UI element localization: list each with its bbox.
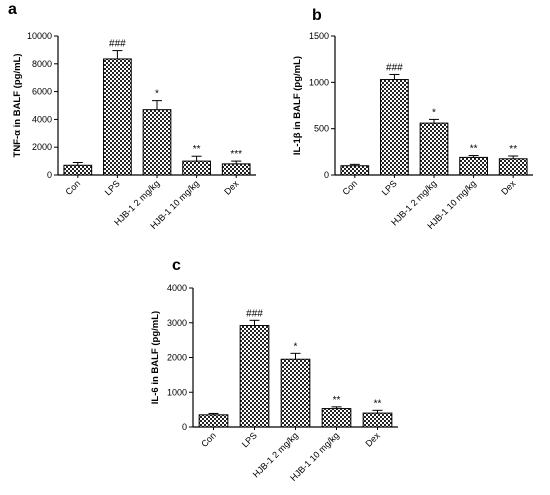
significance-label: **: [470, 144, 478, 155]
y-tick-label: 1500: [309, 31, 329, 41]
y-tick-label: 0: [182, 422, 187, 432]
significance-label: *: [432, 107, 436, 118]
y-tick-label: 2000: [167, 353, 187, 363]
y-tick-label: 0: [324, 170, 329, 180]
y-tick-label: 1000: [309, 77, 329, 87]
y-axis-label: TNF-α in BALF (pg/mL): [12, 54, 23, 158]
y-axis-label: IL-6 in BALF (pg/mL): [150, 311, 161, 404]
y-axis-label: IL-1β in BALF (pg/mL): [292, 56, 303, 155]
y-tick-label: 4000: [32, 114, 52, 124]
bar: [103, 58, 132, 176]
category-label: Dex: [222, 178, 241, 197]
bar: [142, 109, 172, 176]
bar: [280, 358, 311, 428]
bar: [182, 160, 211, 176]
y-tick-label: 8000: [32, 59, 52, 69]
category-label: LPS: [380, 178, 399, 197]
y-tick-label: 500: [314, 124, 329, 134]
significance-label: ***: [230, 149, 242, 160]
category-label: Con: [63, 178, 82, 197]
panel-letter-a: a: [8, 1, 17, 18]
chart-panel-a: a 0 2000 4000 6000 8000 10000 TNF-α in BALF (pg…: [8, 1, 256, 231]
y-tick-label: 4000: [167, 283, 187, 293]
significance-label: *: [155, 89, 159, 100]
bar: [221, 163, 251, 176]
significance-label: ###: [246, 308, 263, 319]
category-label: Con: [199, 430, 218, 449]
y-tick-label: 3000: [167, 318, 187, 328]
bar: [362, 412, 393, 428]
y-tick-label: 1000: [167, 387, 187, 397]
bar: [419, 122, 449, 176]
bar: [498, 158, 528, 176]
y-tick-label: 2000: [32, 142, 52, 152]
chart-panel-b: b 0 500 1000 1500 IL-1β in BALF (pg/mL) Con ###…: [292, 7, 533, 231]
chart-panel-c: c 0 1000 2000 3000 4000 IL-6 in BALF (pg/mL) Co…: [150, 257, 398, 483]
significance-label: **: [509, 144, 517, 155]
category-label: Dex: [499, 178, 518, 197]
bar: [321, 408, 352, 428]
significance-label: **: [193, 144, 201, 155]
significance-label: **: [333, 395, 341, 406]
y-tick-label: 10000: [27, 31, 52, 41]
category-label: Con: [340, 178, 359, 197]
significance-label: ###: [386, 62, 403, 73]
bar: [340, 165, 370, 176]
category-label: Dex: [364, 430, 383, 449]
significance-label: *: [294, 341, 298, 352]
bar: [239, 325, 270, 428]
bar: [198, 414, 229, 428]
category-label: LPS: [240, 430, 259, 449]
y-tick-label: 6000: [32, 87, 52, 97]
y-tick-label: 0: [47, 170, 52, 180]
significance-label: ###: [109, 39, 126, 50]
bar: [380, 79, 409, 176]
bar: [459, 156, 488, 176]
bar: [63, 164, 93, 176]
panel-letter-b: b: [312, 7, 322, 24]
category-label: LPS: [103, 178, 122, 197]
panel-letter-c: c: [172, 257, 181, 274]
significance-label: **: [374, 398, 382, 409]
